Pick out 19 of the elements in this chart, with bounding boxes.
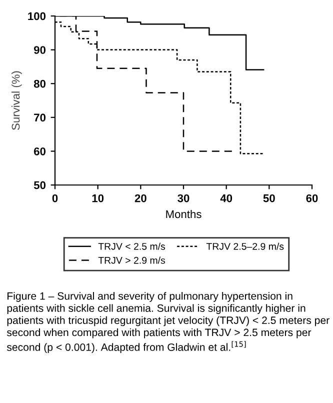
x-tick-label: 40 — [220, 194, 232, 202]
y-tick-label: 90 — [34, 46, 46, 54]
legend-label: TRJV 2.5–2.9 m/s — [206, 242, 284, 250]
y-tick-label: 80 — [34, 80, 46, 88]
x-axis-title: Months — [166, 210, 202, 218]
y-tick-label: 100 — [28, 12, 46, 20]
y-axis-title: Survival (%) — [12, 71, 22, 130]
y-tick-label: 50 — [34, 181, 46, 190]
x-tick-label: 20 — [134, 194, 146, 202]
y-tick-label: 60 — [34, 147, 46, 156]
x-tick-label: 10 — [92, 194, 104, 202]
x-tick-label: 0 — [52, 194, 58, 202]
legend-label: TRJV < 2.5 m/s — [98, 242, 166, 250]
x-tick-label: 50 — [263, 194, 275, 202]
y-tick-label: 70 — [34, 114, 46, 122]
caption: Figure 1 – Survival and severity of pulmonary hypertension in patients with sickle cell anemia. Survival is significantly higher in patients with tricuspid regurgitant jet velocity (TRJV) < 2.5 meters per second when compared with patients with TRJV > 2.5 meters per second (p < 0.001). Adapted from Gladwin et al.$^{[15]}$ — [6, 292, 330, 353]
x-tick-label: 30 — [178, 194, 190, 202]
legend-label: TRJV > 2.9 m/s — [98, 256, 166, 264]
x-tick-label: 60 — [306, 194, 318, 202]
